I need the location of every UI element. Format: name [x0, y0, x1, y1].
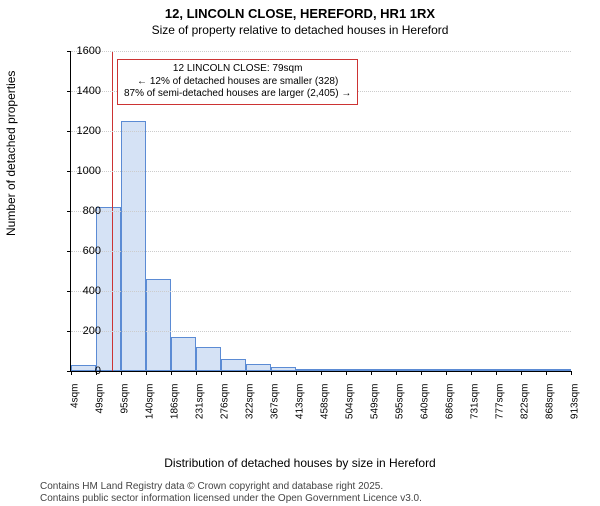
x-tick-mark: [296, 371, 297, 375]
x-tick-label: 140sqm: [145, 384, 156, 444]
y-tick-label: 400: [69, 285, 101, 297]
y-tick-label: 600: [69, 245, 101, 257]
histogram-bar: [246, 364, 271, 371]
x-tick-label: 595sqm: [395, 384, 406, 444]
x-tick-mark: [421, 371, 422, 375]
x-tick-mark: [546, 371, 547, 375]
x-tick-label: 686sqm: [445, 384, 456, 444]
x-tick-mark: [221, 371, 222, 375]
info-line-3: 87% of semi-detached houses are larger (…: [124, 88, 351, 101]
x-tick-label: 731sqm: [470, 384, 481, 444]
x-tick-label: 322sqm: [245, 384, 256, 444]
y-tick-label: 1400: [69, 85, 101, 97]
x-tick-label: 913sqm: [570, 384, 581, 444]
x-tick-label: 822sqm: [520, 384, 531, 444]
x-tick-mark: [171, 371, 172, 375]
histogram-bar: [146, 279, 171, 371]
x-tick-label: 640sqm: [420, 384, 431, 444]
y-tick-label: 1000: [69, 165, 101, 177]
gridline: [71, 211, 571, 212]
x-tick-mark: [71, 371, 72, 375]
histogram-bar: [496, 369, 521, 371]
x-tick-label: 777sqm: [495, 384, 506, 444]
gridline: [71, 331, 571, 332]
x-tick-mark: [521, 371, 522, 375]
x-tick-label: 504sqm: [345, 384, 356, 444]
histogram-bar: [296, 369, 321, 371]
x-tick-mark: [396, 371, 397, 375]
histogram-bar: [396, 369, 421, 371]
chart-title-sub: Size of property relative to detached ho…: [0, 23, 600, 37]
x-tick-mark: [496, 371, 497, 375]
histogram-bar: [321, 369, 346, 371]
x-tick-mark: [321, 371, 322, 375]
x-tick-label: 276sqm: [220, 384, 231, 444]
histogram-bar: [371, 369, 396, 371]
x-tick-label: 868sqm: [545, 384, 556, 444]
x-tick-label: 413sqm: [295, 384, 306, 444]
y-tick-label: 800: [69, 205, 101, 217]
x-tick-label: 49sqm: [95, 384, 106, 444]
histogram-bar: [546, 369, 571, 371]
histogram-bar: [196, 347, 221, 371]
y-tick-label: 1200: [69, 125, 101, 137]
x-tick-mark: [446, 371, 447, 375]
gridline: [71, 131, 571, 132]
histogram-bar: [346, 369, 371, 371]
info-box: 12 LINCOLN CLOSE: 79sqm ← 12% of detache…: [117, 59, 358, 105]
x-tick-label: 367sqm: [270, 384, 281, 444]
y-axis-label: Number of detached properties: [4, 71, 18, 236]
histogram-bar: [121, 121, 146, 371]
gridline: [71, 171, 571, 172]
info-line-1: 12 LINCOLN CLOSE: 79sqm: [124, 63, 351, 76]
gridline: [71, 51, 571, 52]
y-tick-label: 200: [69, 325, 101, 337]
gridline: [71, 291, 571, 292]
footer-line-1: Contains HM Land Registry data © Crown c…: [40, 481, 383, 492]
x-tick-mark: [146, 371, 147, 375]
x-tick-mark: [121, 371, 122, 375]
x-tick-mark: [571, 371, 572, 375]
histogram-bar: [171, 337, 196, 371]
plot-region: 12 LINCOLN CLOSE: 79sqm ← 12% of detache…: [70, 51, 571, 372]
x-tick-mark: [346, 371, 347, 375]
x-tick-mark: [471, 371, 472, 375]
histogram-bar: [521, 369, 546, 371]
gridline: [71, 251, 571, 252]
x-tick-mark: [196, 371, 197, 375]
x-tick-mark: [246, 371, 247, 375]
x-tick-label: 549sqm: [370, 384, 381, 444]
x-tick-mark: [371, 371, 372, 375]
histogram-bar: [271, 367, 296, 371]
x-tick-label: 458sqm: [320, 384, 331, 444]
chart-area: 12 LINCOLN CLOSE: 79sqm ← 12% of detache…: [36, 51, 576, 431]
x-tick-label: 231sqm: [195, 384, 206, 444]
x-tick-mark: [271, 371, 272, 375]
footer-line-2: Contains public sector information licen…: [40, 493, 422, 504]
info-line-2: ← 12% of detached houses are smaller (32…: [124, 76, 351, 89]
x-tick-label: 95sqm: [120, 384, 131, 444]
x-tick-label: 4sqm: [70, 384, 81, 444]
histogram-bar: [471, 369, 496, 371]
histogram-bar: [421, 369, 446, 371]
x-tick-mark: [96, 371, 97, 375]
x-tick-label: 186sqm: [170, 384, 181, 444]
y-tick-label: 1600: [69, 45, 101, 57]
histogram-bar: [446, 369, 471, 371]
x-axis-label: Distribution of detached houses by size …: [0, 456, 600, 470]
histogram-bar: [221, 359, 246, 371]
chart-title-main: 12, LINCOLN CLOSE, HEREFORD, HR1 1RX: [0, 6, 600, 21]
